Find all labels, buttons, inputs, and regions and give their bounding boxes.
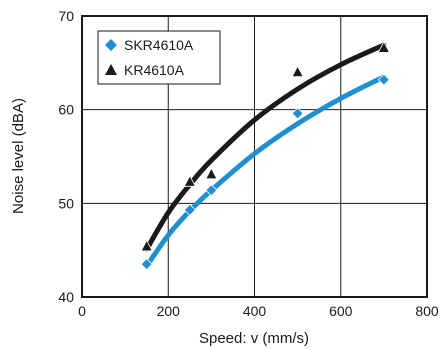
legend-marker-skr4610a <box>105 39 117 51</box>
legend-box <box>97 30 221 85</box>
data-point-skr4610a <box>140 258 153 271</box>
data-points <box>140 40 391 271</box>
x-tick-label: 200 <box>157 303 181 319</box>
data-point-kr4610a <box>183 174 196 187</box>
legend-label-skr4610a: SKR4610A <box>124 37 194 53</box>
trend-line-kr4610a <box>144 42 387 252</box>
x-tick-label: 0 <box>78 303 86 319</box>
y-tick-label: 70 <box>58 8 74 24</box>
data-point-skr4610a <box>377 73 390 86</box>
legend-label-kr4610a: KR4610A <box>124 62 185 78</box>
x-tick-label: 800 <box>415 303 439 319</box>
x-tick-label: 600 <box>329 303 353 319</box>
trend-lines <box>144 42 387 269</box>
y-tick-label: 40 <box>58 289 74 305</box>
y-axis-label: Noise level (dBA) <box>10 98 27 214</box>
legend-marker-kr4610a <box>105 64 117 75</box>
trend-line-skr4610a <box>144 74 387 269</box>
data-point-skr4610a <box>205 184 218 197</box>
x-axis-label: Speed: v (mm/s) <box>199 330 309 347</box>
data-point-skr4610a <box>183 203 196 216</box>
y-tick-label: 60 <box>58 102 74 118</box>
y-tick-label: 50 <box>58 195 74 211</box>
tick-labels: 0 200 400 600 800 40 50 60 70 <box>58 8 438 319</box>
data-point-kr4610a <box>140 239 153 252</box>
data-point-kr4610a <box>377 40 391 53</box>
x-tick-label: 400 <box>243 303 267 319</box>
data-point-kr4610a <box>205 167 218 180</box>
plot-frame <box>81 15 428 298</box>
data-point-skr4610a <box>291 107 304 120</box>
data-point-kr4610a <box>291 65 304 78</box>
legend: SKR4610A KR4610A <box>97 30 221 85</box>
